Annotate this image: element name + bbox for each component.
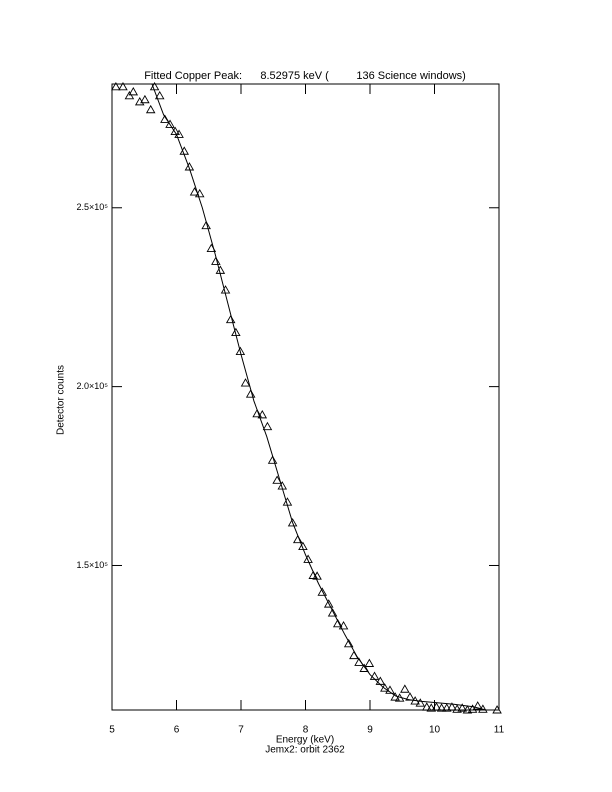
data-point	[343, 638, 354, 648]
data-point	[327, 608, 338, 617]
data-point	[118, 81, 128, 91]
data-point	[492, 705, 502, 714]
data-point	[380, 683, 390, 692]
data-point	[174, 129, 184, 138]
x-tick-label: 10	[429, 725, 441, 736]
data-point	[245, 389, 256, 398]
data-point	[447, 702, 457, 711]
data-point	[364, 658, 375, 667]
data-point	[415, 698, 426, 707]
x-axis-label: Energy (keV)	[276, 735, 334, 746]
x-tick-label: 7	[238, 725, 244, 736]
y-tick-label: 1.5×10⁵	[76, 560, 108, 570]
data-point	[452, 704, 462, 713]
x-tick-label: 8	[303, 725, 309, 736]
data-point	[211, 256, 221, 265]
data-point	[303, 554, 313, 563]
data-point	[257, 409, 268, 419]
fit-line	[151, 83, 487, 711]
data-point	[111, 81, 121, 91]
data-point	[154, 90, 165, 100]
data-point	[201, 220, 211, 230]
x-tick-label: 5	[109, 725, 115, 736]
data-point	[400, 684, 410, 693]
y-tick-label: 2.5×10⁵	[76, 202, 108, 212]
data-point	[359, 663, 369, 672]
data-point	[145, 104, 156, 114]
y-axis-label: Detector counts	[56, 365, 67, 435]
data-point	[165, 119, 175, 128]
data-point	[272, 475, 282, 484]
chart-title: Fitted Copper Peak: 8.52975 keV ( 136 Sc…	[144, 70, 466, 82]
data-point	[332, 618, 343, 628]
data-point	[262, 421, 273, 431]
data-point	[441, 703, 452, 712]
x-tick-label: 6	[174, 725, 180, 736]
data-point	[462, 705, 473, 714]
data-point	[421, 702, 432, 711]
data-point	[170, 126, 180, 136]
data-point	[431, 702, 442, 711]
data-point	[235, 346, 246, 356]
data-point	[323, 599, 334, 608]
data-point	[426, 703, 437, 712]
data-point	[385, 685, 395, 694]
data-point	[225, 314, 236, 324]
data-point	[436, 703, 447, 712]
chart-subtitle: Jemx2: orbit 2362	[265, 745, 345, 756]
data-point	[252, 408, 262, 418]
data-point	[267, 455, 278, 464]
data-point	[240, 378, 251, 387]
data-point	[128, 86, 139, 96]
data-point	[287, 518, 298, 527]
x-tick-label: 9	[367, 725, 373, 736]
data-point	[317, 587, 328, 596]
x-tick-label: 11	[494, 725, 505, 736]
data-point	[472, 701, 483, 710]
y-tick-label: 2.0×10⁵	[76, 381, 108, 391]
data-point	[338, 621, 349, 630]
data-point	[140, 94, 150, 104]
data-point	[457, 703, 468, 712]
